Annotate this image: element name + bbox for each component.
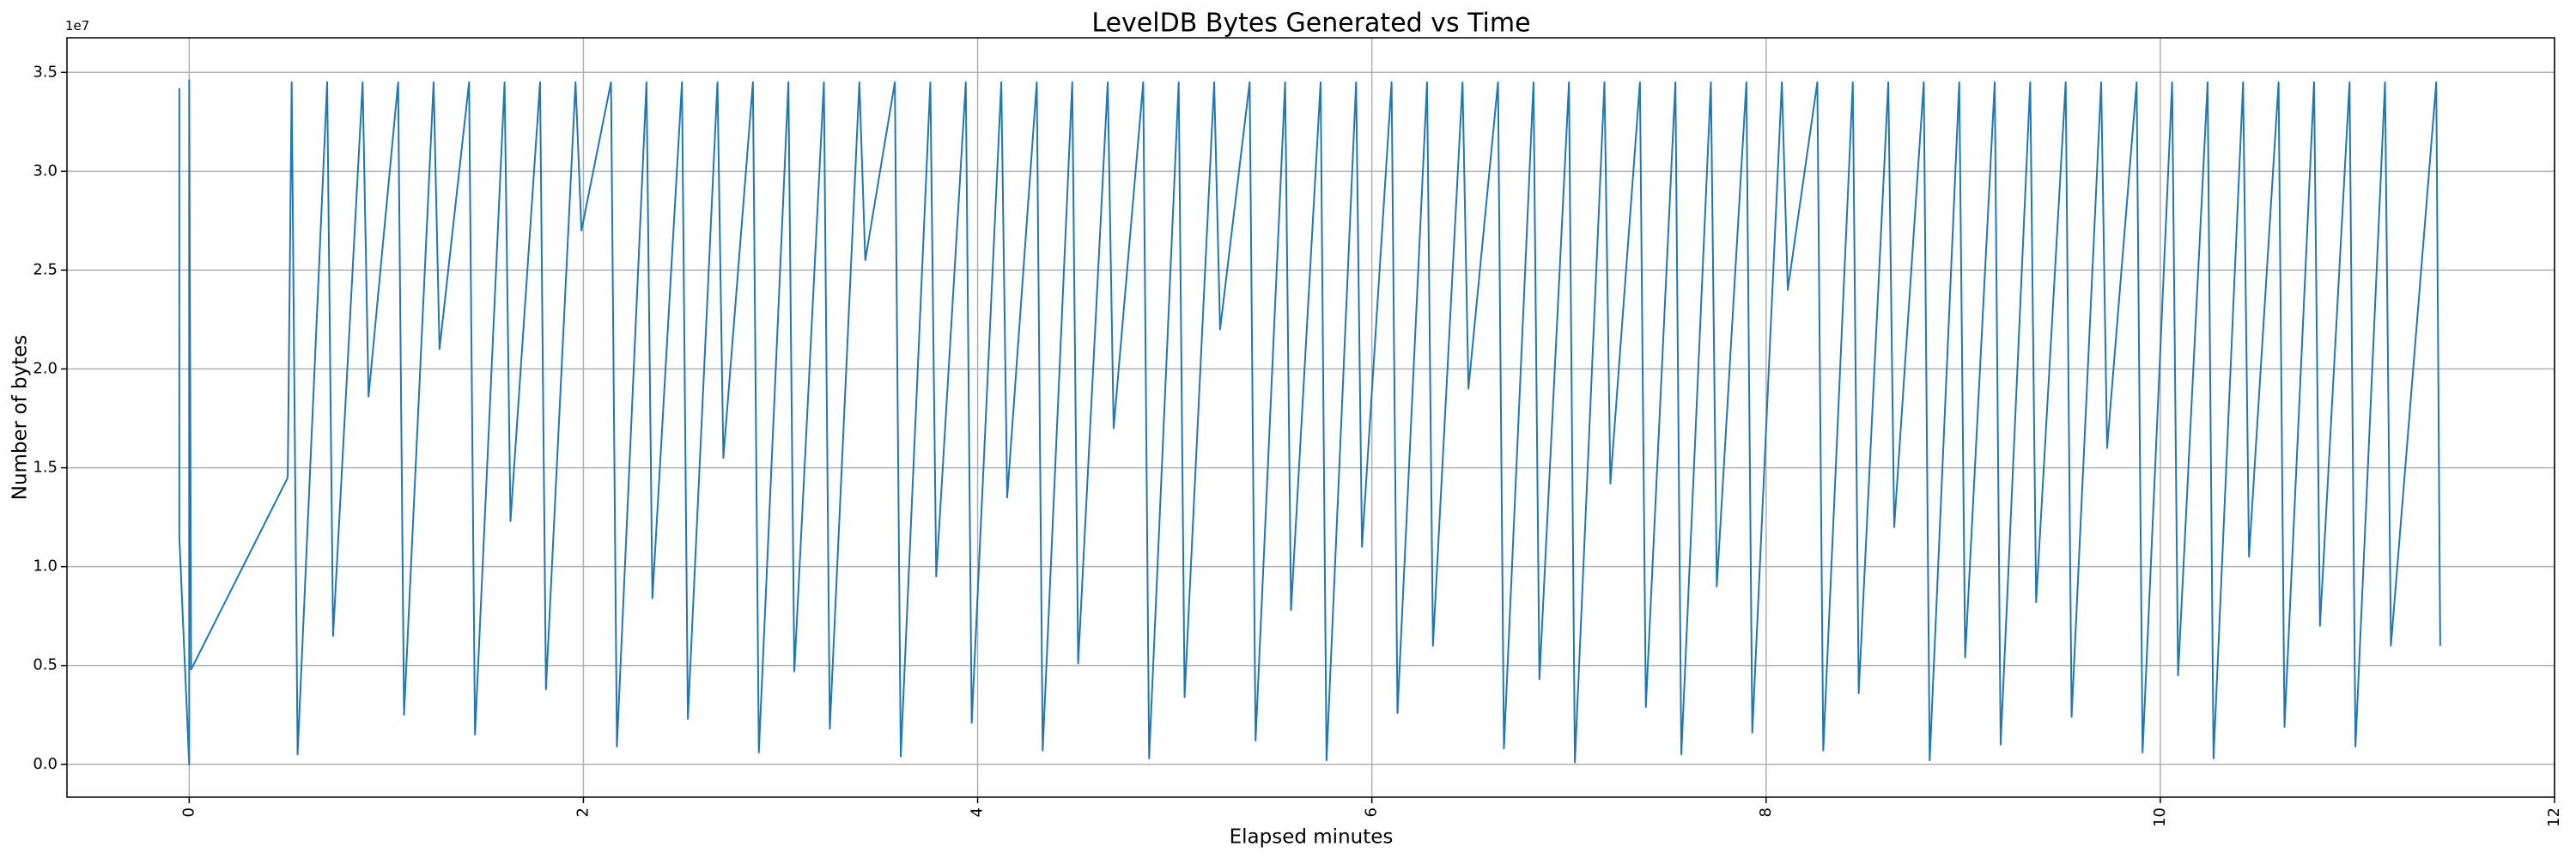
x-axis-label: Elapsed minutes	[1230, 826, 1394, 849]
y-axis-label: Number of bytes	[9, 335, 32, 501]
y-tick-label: 3.5	[33, 63, 58, 81]
chart-title: LevelDB Bytes Generated vs Time	[1091, 9, 1530, 39]
y-tick-label: 1.5	[33, 459, 58, 477]
x-tick-label: 10	[2151, 807, 2169, 827]
x-tick-label: 6	[1363, 807, 1381, 817]
y-tick-label: 2.0	[33, 359, 58, 377]
y-tick-label: 0.0	[33, 755, 58, 773]
y-tick-label: 1.0	[33, 557, 58, 576]
y-tick-label: 2.5	[33, 260, 58, 278]
x-tick-label: 8	[1757, 807, 1775, 817]
y-tick-label: 0.5	[33, 656, 58, 674]
plot-frame	[66, 37, 2555, 798]
data-line	[178, 79, 2441, 765]
x-tick-label: 4	[969, 807, 987, 817]
x-tick-label: 2	[574, 807, 592, 817]
x-tick-label: 12	[2545, 807, 2563, 827]
x-tick-label: 0	[179, 807, 197, 817]
y-offset-label: 1e7	[65, 18, 89, 34]
y-tick-label: 3.0	[33, 161, 58, 180]
